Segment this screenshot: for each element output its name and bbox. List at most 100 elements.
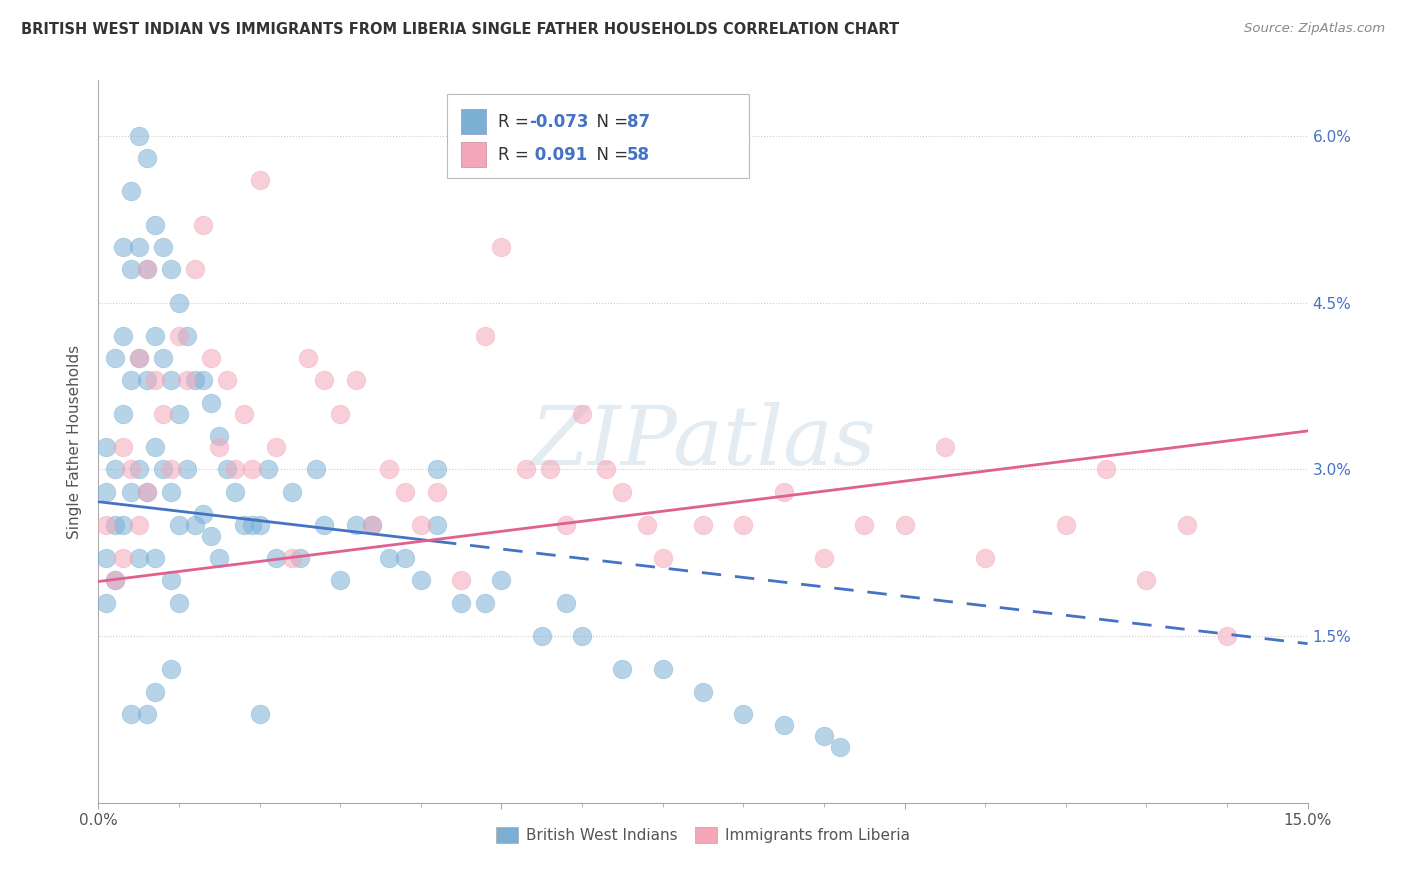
Point <box>217 462 239 476</box>
Point <box>828 740 851 755</box>
Point <box>329 407 352 421</box>
Point <box>530 629 553 643</box>
Point <box>281 551 304 566</box>
Point <box>595 462 617 476</box>
Point <box>167 329 190 343</box>
Point <box>361 517 384 532</box>
Text: Source: ZipAtlas.com: Source: ZipAtlas.com <box>1244 22 1385 36</box>
Point <box>240 517 263 532</box>
Point <box>361 517 384 532</box>
Point <box>120 462 142 476</box>
Point <box>426 484 449 499</box>
Point <box>160 373 183 387</box>
Point <box>256 462 278 476</box>
Point <box>96 440 118 454</box>
Point <box>240 462 263 476</box>
Point <box>111 407 134 421</box>
Point <box>1175 517 1198 532</box>
Point <box>264 440 287 454</box>
Point <box>515 462 537 476</box>
Point <box>232 407 254 421</box>
Point <box>176 373 198 387</box>
Point <box>135 262 157 277</box>
Point <box>651 662 673 676</box>
Point <box>143 329 166 343</box>
Point <box>160 574 183 588</box>
Point <box>176 462 198 476</box>
Point <box>813 551 835 566</box>
Point <box>152 407 174 421</box>
Point <box>128 551 150 566</box>
Point <box>305 462 328 476</box>
Point <box>612 484 634 499</box>
Point <box>143 551 166 566</box>
Point <box>120 706 142 721</box>
Text: BRITISH WEST INDIAN VS IMMIGRANTS FROM LIBERIA SINGLE FATHER HOUSEHOLDS CORRELAT: BRITISH WEST INDIAN VS IMMIGRANTS FROM L… <box>21 22 900 37</box>
Point <box>135 262 157 277</box>
Point <box>152 462 174 476</box>
Point <box>193 218 215 232</box>
Point <box>224 462 246 476</box>
Text: 58: 58 <box>627 145 650 163</box>
Point <box>571 407 593 421</box>
Point <box>934 440 956 454</box>
Text: -0.073: -0.073 <box>529 112 588 130</box>
Point <box>1054 517 1077 532</box>
Point <box>733 706 755 721</box>
Point <box>120 484 142 499</box>
Point <box>208 551 231 566</box>
Point <box>281 484 304 499</box>
Point <box>692 684 714 698</box>
Point <box>111 517 134 532</box>
Point <box>636 517 658 532</box>
Point <box>143 684 166 698</box>
Text: 0.091: 0.091 <box>529 145 586 163</box>
Point <box>160 262 183 277</box>
Point <box>474 596 496 610</box>
Point <box>314 373 336 387</box>
Point <box>96 596 118 610</box>
Point <box>200 395 222 409</box>
Point <box>135 484 157 499</box>
Point <box>128 517 150 532</box>
Point <box>426 462 449 476</box>
Point <box>128 351 150 366</box>
Point <box>217 373 239 387</box>
Point <box>1135 574 1157 588</box>
Point <box>120 262 142 277</box>
Point <box>184 517 207 532</box>
Legend: British West Indians, Immigrants from Liberia: British West Indians, Immigrants from Li… <box>491 822 915 849</box>
Point <box>128 351 150 366</box>
Point <box>103 351 125 366</box>
Point <box>184 262 207 277</box>
Point <box>249 173 271 187</box>
Point <box>103 574 125 588</box>
Point <box>184 373 207 387</box>
Text: ZIPatlas: ZIPatlas <box>530 401 876 482</box>
Point <box>111 240 134 254</box>
Point <box>733 517 755 532</box>
Point <box>426 517 449 532</box>
Point <box>224 484 246 499</box>
Point <box>612 662 634 676</box>
Y-axis label: Single Father Households: Single Father Households <box>67 344 83 539</box>
Point <box>200 529 222 543</box>
Point <box>143 218 166 232</box>
Point <box>491 240 513 254</box>
Point <box>450 596 472 610</box>
Point <box>1216 629 1239 643</box>
Point <box>120 185 142 199</box>
Point <box>128 462 150 476</box>
Point <box>143 373 166 387</box>
Point <box>893 517 915 532</box>
Point <box>135 484 157 499</box>
Point <box>96 517 118 532</box>
Point <box>232 517 254 532</box>
Point <box>297 351 319 366</box>
Point <box>409 574 432 588</box>
Point <box>96 551 118 566</box>
Point <box>152 240 174 254</box>
Point <box>111 551 134 566</box>
Point <box>394 484 416 499</box>
Point <box>692 517 714 532</box>
